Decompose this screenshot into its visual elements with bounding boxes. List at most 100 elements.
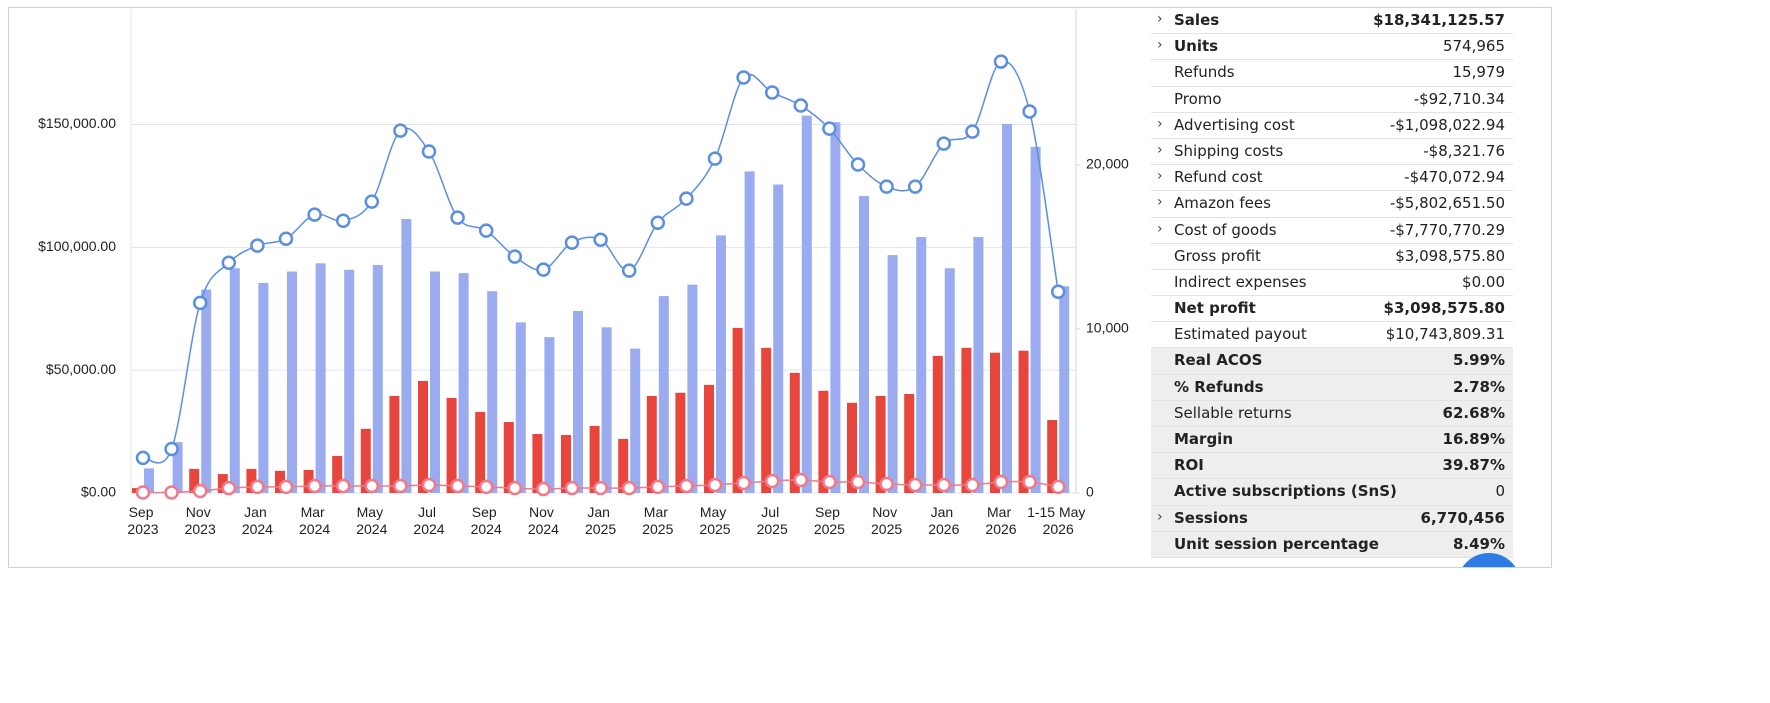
x-tick-line: 2026 xyxy=(985,521,1016,537)
metric-row: Active subscriptions (SnS) 0 xyxy=(1151,479,1513,506)
expand-arrow[interactable]: › xyxy=(1157,168,1163,185)
line-point xyxy=(593,480,608,496)
x-tick-line: 2025 xyxy=(871,521,902,537)
line-point xyxy=(879,476,894,492)
bar xyxy=(990,352,1000,493)
line-point xyxy=(850,157,866,172)
metric-value: -$1,098,022.94 xyxy=(1389,115,1505,134)
bar xyxy=(458,273,469,493)
y-tick-label: $50,000.00 xyxy=(46,361,116,377)
line-point xyxy=(936,477,952,493)
expand-arrow[interactable]: › xyxy=(1157,37,1163,54)
line-point xyxy=(192,483,208,499)
line-point xyxy=(822,474,837,490)
line-point xyxy=(993,474,1009,490)
x-tick-label: Mar 2025 xyxy=(642,504,673,537)
line-point xyxy=(478,223,494,238)
line-point xyxy=(507,480,523,496)
x-tick-line: 2024 xyxy=(471,521,502,537)
bar xyxy=(732,327,743,493)
bar xyxy=(344,269,355,493)
chart: $0.00 $50,000.00 $100,000.00 $150,000.00 0 10… xyxy=(38,9,1129,537)
metric-row[interactable]: › Amazon fees -$5,802,651.50 xyxy=(1151,191,1513,218)
line-point xyxy=(736,475,751,491)
x-tick-label: Jan 2024 xyxy=(242,504,273,537)
bar xyxy=(789,372,800,493)
x-tick-line: Nov xyxy=(186,504,215,520)
line-point xyxy=(1050,479,1066,495)
metric-label: ROI xyxy=(1174,456,1204,475)
metric-row[interactable]: › Shipping costs -$8,321.76 xyxy=(1151,139,1513,166)
bar xyxy=(1030,146,1041,493)
expand-arrow[interactable]: › xyxy=(1157,11,1163,27)
bar xyxy=(315,263,326,493)
metric-row: Unit session percentage 8.49% xyxy=(1151,531,1513,558)
x-tick-label: 1-15 May 2026 xyxy=(1027,504,1089,537)
line-point xyxy=(164,441,179,457)
bar xyxy=(875,395,886,493)
expand-arrow[interactable]: › xyxy=(1157,194,1163,211)
line-point xyxy=(822,121,837,136)
bar xyxy=(360,428,371,493)
line-point xyxy=(393,478,408,494)
metric-row: Margin 16.89% xyxy=(1151,427,1513,454)
x-tick-line: 2025 xyxy=(814,521,845,537)
metric-label: Refund cost xyxy=(1174,168,1263,187)
bar xyxy=(658,296,669,493)
y2-tick-label: 0 xyxy=(1086,484,1094,500)
x-tick-line: Sep xyxy=(472,504,501,520)
line-point xyxy=(307,207,322,222)
expand-arrow[interactable]: › xyxy=(1157,141,1163,158)
metric-value: 2.78% xyxy=(1452,377,1505,396)
metric-value: 0 xyxy=(1495,482,1505,501)
metric-row[interactable]: › Units 574,965 xyxy=(1151,34,1513,61)
bar xyxy=(1018,350,1029,493)
line-point xyxy=(1022,104,1037,119)
bar xyxy=(372,264,383,493)
metric-row: Real ACOS 5.99% xyxy=(1151,348,1513,375)
metric-label: Units xyxy=(1174,37,1219,56)
line-point xyxy=(335,213,351,229)
metric-value: -$5,802,651.50 xyxy=(1389,194,1505,213)
x-tick-line: May xyxy=(357,504,387,520)
expand-arrow[interactable]: › xyxy=(1157,508,1163,525)
metric-value: -$470,072.94 xyxy=(1404,168,1505,187)
bar xyxy=(544,337,555,493)
bar xyxy=(646,395,657,493)
x-tick-line: May xyxy=(700,504,730,520)
line-point xyxy=(679,191,694,206)
line-point xyxy=(1022,474,1037,490)
metric-row: Sellable returns 62.68% xyxy=(1151,400,1513,427)
line-point xyxy=(135,485,151,500)
bar xyxy=(932,355,943,493)
x-tick-line: Jan xyxy=(587,504,613,520)
metric-row[interactable]: › Sessions 6,770,456 xyxy=(1151,505,1513,532)
metric-label: Indirect expenses xyxy=(1174,272,1307,291)
line-point xyxy=(364,194,380,209)
bar xyxy=(916,237,927,493)
expand-arrow[interactable]: › xyxy=(1157,220,1163,237)
line-point xyxy=(965,477,980,493)
line-point xyxy=(507,249,523,264)
x-tick-label: Nov 2025 xyxy=(871,504,902,537)
metric-row[interactable]: › Sales $18,341,125.57 xyxy=(1151,8,1513,35)
line-point xyxy=(1050,284,1066,300)
metric-row[interactable]: › Refund cost -$470,072.94 xyxy=(1151,165,1513,192)
line-point xyxy=(478,479,494,495)
line-point xyxy=(278,479,294,495)
x-tick-line: Sep xyxy=(129,504,158,520)
line-point xyxy=(278,231,294,246)
bar xyxy=(144,468,154,493)
bar xyxy=(532,434,543,493)
expand-arrow[interactable]: › xyxy=(1157,115,1163,132)
metric-row: Net profit $3,098,575.80 xyxy=(1151,296,1513,323)
metric-row[interactable]: › Cost of goods -$7,770,770.29 xyxy=(1151,218,1513,244)
x-tick-label: Sep 2025 xyxy=(814,504,845,537)
y2-tick-label: 10,000 xyxy=(1086,320,1129,336)
chat-button[interactable] xyxy=(1457,553,1521,567)
metric-row[interactable]: › Advertising cost -$1,098,022.94 xyxy=(1151,113,1513,139)
metric-row: Gross profit $3,098,575.80 xyxy=(1151,244,1513,270)
metric-label: Cost of goods xyxy=(1174,220,1277,239)
line-point xyxy=(192,295,208,311)
metric-value: 16.89% xyxy=(1442,430,1505,448)
